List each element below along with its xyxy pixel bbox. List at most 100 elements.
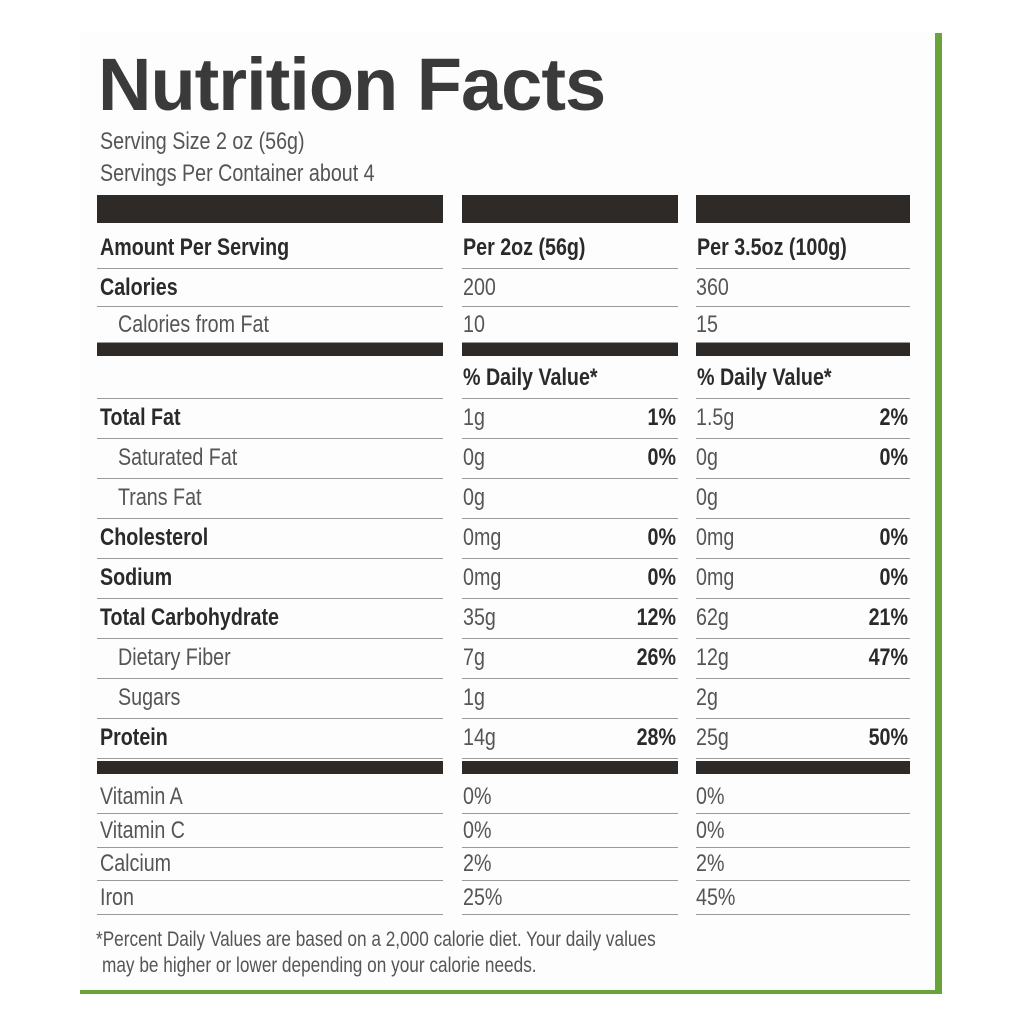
row-rule xyxy=(462,268,678,269)
row-rule xyxy=(696,558,910,559)
amount: 1.5g xyxy=(696,404,735,431)
row-rule xyxy=(97,638,443,639)
amount: 25% xyxy=(463,883,503,911)
daily-value: 28% xyxy=(636,724,676,751)
row-rule xyxy=(696,438,910,439)
servings-per-container: Servings Per Container about 4 xyxy=(100,160,375,187)
row-rule xyxy=(97,678,443,679)
row-rule xyxy=(97,478,443,479)
divider-bar xyxy=(696,761,910,774)
amount: 62g xyxy=(696,604,729,631)
amount: 0mg xyxy=(696,564,735,591)
divider-bar xyxy=(696,343,910,356)
row-rule xyxy=(462,880,678,881)
row-rule xyxy=(696,638,910,639)
divider-bar xyxy=(696,195,910,223)
row-rule xyxy=(696,342,910,343)
row-rule xyxy=(97,438,443,439)
row-label: Sugars xyxy=(118,684,181,711)
row-rule xyxy=(696,813,910,814)
amount: 35g xyxy=(463,604,496,631)
row-rule xyxy=(462,718,678,719)
row-label: Total Fat xyxy=(100,404,181,431)
row-rule xyxy=(97,268,443,269)
row-rule xyxy=(462,678,678,679)
divider-bar xyxy=(462,195,678,223)
daily-value: 0% xyxy=(647,564,676,591)
amount: 10 xyxy=(463,311,485,338)
row-rule xyxy=(462,813,678,814)
title: Nutrition Facts xyxy=(98,43,606,126)
row-rule xyxy=(97,718,443,719)
row-label: Protein xyxy=(100,724,168,751)
amount: 2g xyxy=(696,684,718,711)
row-rule xyxy=(462,558,678,559)
column-header: Per 3.5oz (100g) xyxy=(697,234,847,261)
divider-bar xyxy=(97,343,443,356)
amount: 200 xyxy=(463,274,496,301)
amount: 45% xyxy=(696,883,736,911)
amount: 15 xyxy=(696,311,718,338)
daily-value: 0% xyxy=(879,524,908,551)
row-label: Cholesterol xyxy=(100,524,209,551)
amount: 0g xyxy=(696,444,718,471)
row-label: Total Carbohydrate xyxy=(100,604,279,631)
amount: 12g xyxy=(696,644,729,671)
daily-value: 0% xyxy=(879,444,908,471)
daily-value: 21% xyxy=(868,604,908,631)
divider-bar xyxy=(462,761,678,774)
divider-bar xyxy=(97,195,443,223)
daily-value: 2% xyxy=(879,404,908,431)
row-label: Calories from Fat xyxy=(118,311,269,338)
row-rule xyxy=(97,306,443,307)
amount: 0% xyxy=(696,783,725,810)
daily-value: 26% xyxy=(636,644,676,671)
row-label: Iron xyxy=(100,883,134,911)
amount: 1g xyxy=(463,404,485,431)
row-rule xyxy=(97,758,443,759)
row-rule xyxy=(97,558,443,559)
daily-value: 50% xyxy=(868,724,908,751)
divider-bar xyxy=(462,343,678,356)
row-label: Calories xyxy=(100,274,178,301)
row-rule xyxy=(462,913,678,915)
footnote: may be higher or lower depending on your… xyxy=(102,954,537,977)
row-label: Dietary Fiber xyxy=(118,644,231,671)
amount: 0g xyxy=(463,444,485,471)
amount: 0% xyxy=(463,816,492,844)
row-rule xyxy=(696,678,910,679)
row-rule xyxy=(97,398,443,399)
amount: 0% xyxy=(463,783,492,810)
amount: 2% xyxy=(463,850,492,877)
row-rule xyxy=(462,398,678,399)
serving-size: Serving Size 2 oz (56g) xyxy=(100,128,305,155)
row-rule xyxy=(696,598,910,599)
row-rule xyxy=(97,846,443,848)
row-rule xyxy=(696,268,910,269)
amount: 0% xyxy=(696,816,725,844)
daily-value-header: % Daily Value* xyxy=(697,364,832,391)
row-rule xyxy=(462,438,678,439)
amount: 360 xyxy=(696,274,729,301)
row-rule xyxy=(696,846,910,848)
daily-value: 12% xyxy=(636,604,676,631)
row-rule xyxy=(97,342,443,343)
label-panel xyxy=(80,33,942,994)
row-label: Trans Fat xyxy=(118,484,202,511)
daily-value-header: % Daily Value* xyxy=(463,364,598,391)
row-rule xyxy=(462,638,678,639)
row-rule xyxy=(696,880,910,881)
row-rule xyxy=(696,913,910,915)
row-rule xyxy=(97,880,443,881)
row-rule xyxy=(462,306,678,307)
row-label: Vitamin A xyxy=(100,783,183,810)
row-label: Saturated Fat xyxy=(118,444,238,471)
column-header: Per 2oz (56g) xyxy=(463,234,586,261)
row-rule xyxy=(97,813,443,814)
column-header: Amount Per Serving xyxy=(100,234,290,261)
row-rule xyxy=(696,718,910,719)
row-rule xyxy=(696,478,910,479)
row-rule xyxy=(462,478,678,479)
row-rule xyxy=(462,518,678,519)
row-label: Sodium xyxy=(100,564,173,591)
